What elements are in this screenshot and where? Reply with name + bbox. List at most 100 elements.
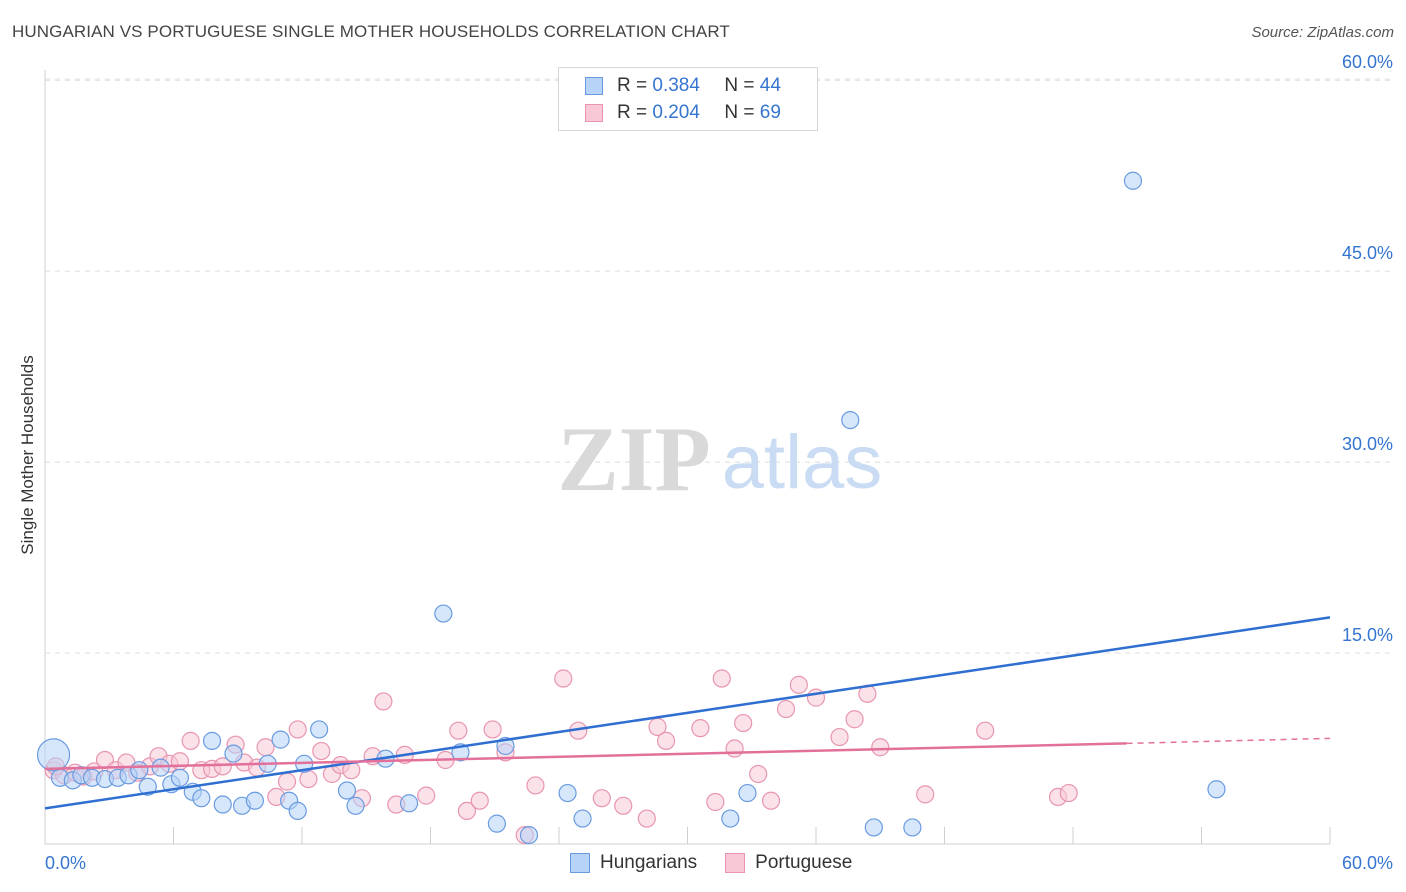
portuguese-point <box>1059 783 1078 803</box>
source-note: Source: ZipAtlas.com <box>1251 24 1394 41</box>
portuguese-point <box>483 720 502 739</box>
y-tick-label: 15.0% <box>1342 625 1393 645</box>
portuguese-point <box>614 796 633 815</box>
hungarian-point <box>1123 171 1143 190</box>
hungarian-point <box>245 791 264 810</box>
hungarian-point <box>310 720 329 739</box>
portuguese-point <box>170 752 190 771</box>
hungarian-point <box>288 801 307 821</box>
portuguese-point <box>734 713 753 733</box>
y-tick-label: 60.0% <box>1342 52 1393 72</box>
hungarian-point <box>1207 780 1226 799</box>
hungarian-point <box>213 795 232 814</box>
hungarians-legend-swatch-icon <box>570 853 590 873</box>
hungarian-point <box>738 783 757 803</box>
hungarian-point <box>487 814 506 833</box>
portuguese-point <box>457 801 477 821</box>
portuguese-point <box>656 731 676 750</box>
hungarian-point <box>170 768 190 787</box>
portuguese-point <box>526 776 545 795</box>
portuguese-point <box>761 791 781 810</box>
hungarian-point <box>841 410 860 430</box>
hungarian-point <box>434 604 453 623</box>
hungarian-point <box>36 738 71 772</box>
stats-legend-row-hungarians: R = 0.384 N = 44 <box>585 74 781 98</box>
portuguese-point <box>181 731 200 750</box>
portuguese-point <box>871 738 890 757</box>
hungarian-point <box>346 796 365 815</box>
portuguese-point <box>277 772 297 791</box>
portuguese-swatch-icon <box>585 104 603 122</box>
hungarian-point <box>202 731 222 750</box>
portuguese-point <box>916 785 935 804</box>
series-legend: Hungarians Portuguese <box>570 852 880 874</box>
hungarian-point <box>224 744 243 763</box>
portuguese-trend-line <box>44 742 1127 771</box>
n-value-portuguese: 69 <box>759 102 781 123</box>
portuguese-point <box>288 720 307 739</box>
portuguese-point <box>417 786 436 805</box>
legend-label-portuguese: Portuguese <box>755 852 853 873</box>
x-tick-label: 0.0% <box>45 853 86 873</box>
tick-labels: 15.0% 30.0% 45.0% 60.0% 0.0% 60.0% <box>45 52 1393 873</box>
portuguese-point <box>374 692 393 711</box>
portuguese-point <box>592 789 611 808</box>
trend-lines <box>44 616 1331 810</box>
portuguese-point <box>299 769 318 789</box>
portuguese-point <box>749 764 768 784</box>
portuguese-point <box>256 738 275 757</box>
portuguese-trend-extension <box>1126 737 1331 745</box>
portuguese-point <box>830 727 849 747</box>
y-tick-label: 30.0% <box>1342 434 1393 454</box>
portuguese-point <box>691 719 710 738</box>
gridlines <box>45 78 1395 654</box>
portuguese-point <box>312 741 331 761</box>
hungarian-point <box>558 783 577 803</box>
r-value-portuguese: 0.204 <box>652 102 700 123</box>
portuguese-point <box>845 710 864 729</box>
hungarian-point <box>573 809 592 828</box>
chart-title: HUNGARIAN VS PORTUGUESE SINGLE MOTHER HO… <box>12 22 730 41</box>
portuguese-point <box>725 739 744 758</box>
legend-item-hungarians[interactable]: Hungarians <box>570 852 697 874</box>
hungarians-swatch-icon <box>585 77 603 95</box>
n-value-hungarians: 44 <box>759 75 781 96</box>
hungarian-point <box>138 777 157 796</box>
legend-label-hungarians: Hungarians <box>600 852 698 873</box>
hungarian-point <box>192 789 211 808</box>
hungarian-point <box>271 730 290 749</box>
portuguese-point <box>789 675 808 694</box>
portuguese-point <box>554 669 573 688</box>
stats-legend-row-portuguese: R = 0.204 N = 69 <box>585 101 781 125</box>
hungarian-point <box>130 761 149 780</box>
hungarian-point <box>864 818 883 837</box>
portuguese-point <box>712 669 731 688</box>
portuguese-point <box>637 809 656 828</box>
watermark-zip: ZIP <box>557 408 710 510</box>
r-label: R = <box>617 75 648 96</box>
hungarian-point <box>721 809 740 828</box>
portuguese-point <box>976 721 995 740</box>
hungarian-point <box>519 825 539 845</box>
n-label: N = <box>724 75 755 96</box>
portuguese-legend-swatch-icon <box>725 853 746 873</box>
hungarian-point <box>151 758 170 777</box>
portuguese-point <box>213 757 232 776</box>
hungarian-point <box>337 781 357 800</box>
hungarians-trend-line <box>44 616 1331 810</box>
stats-legend: R = 0.384 N = 44 R = 0.204 N = 69 <box>558 67 818 131</box>
portuguese-point <box>776 699 796 719</box>
hungarian-point <box>903 818 922 837</box>
portuguese-point <box>449 721 468 740</box>
portuguese-point <box>706 792 725 812</box>
hungarian-point <box>399 794 419 813</box>
axes <box>44 70 1331 845</box>
r-label: R = <box>617 102 648 123</box>
n-label: N = <box>724 102 755 123</box>
y-tick-label: 45.0% <box>1342 243 1393 263</box>
legend-item-portuguese[interactable]: Portuguese <box>725 852 852 874</box>
watermark-atlas: atlas <box>722 420 883 505</box>
portuguese-point <box>470 791 489 810</box>
r-value-hungarians: 0.384 <box>652 75 700 96</box>
